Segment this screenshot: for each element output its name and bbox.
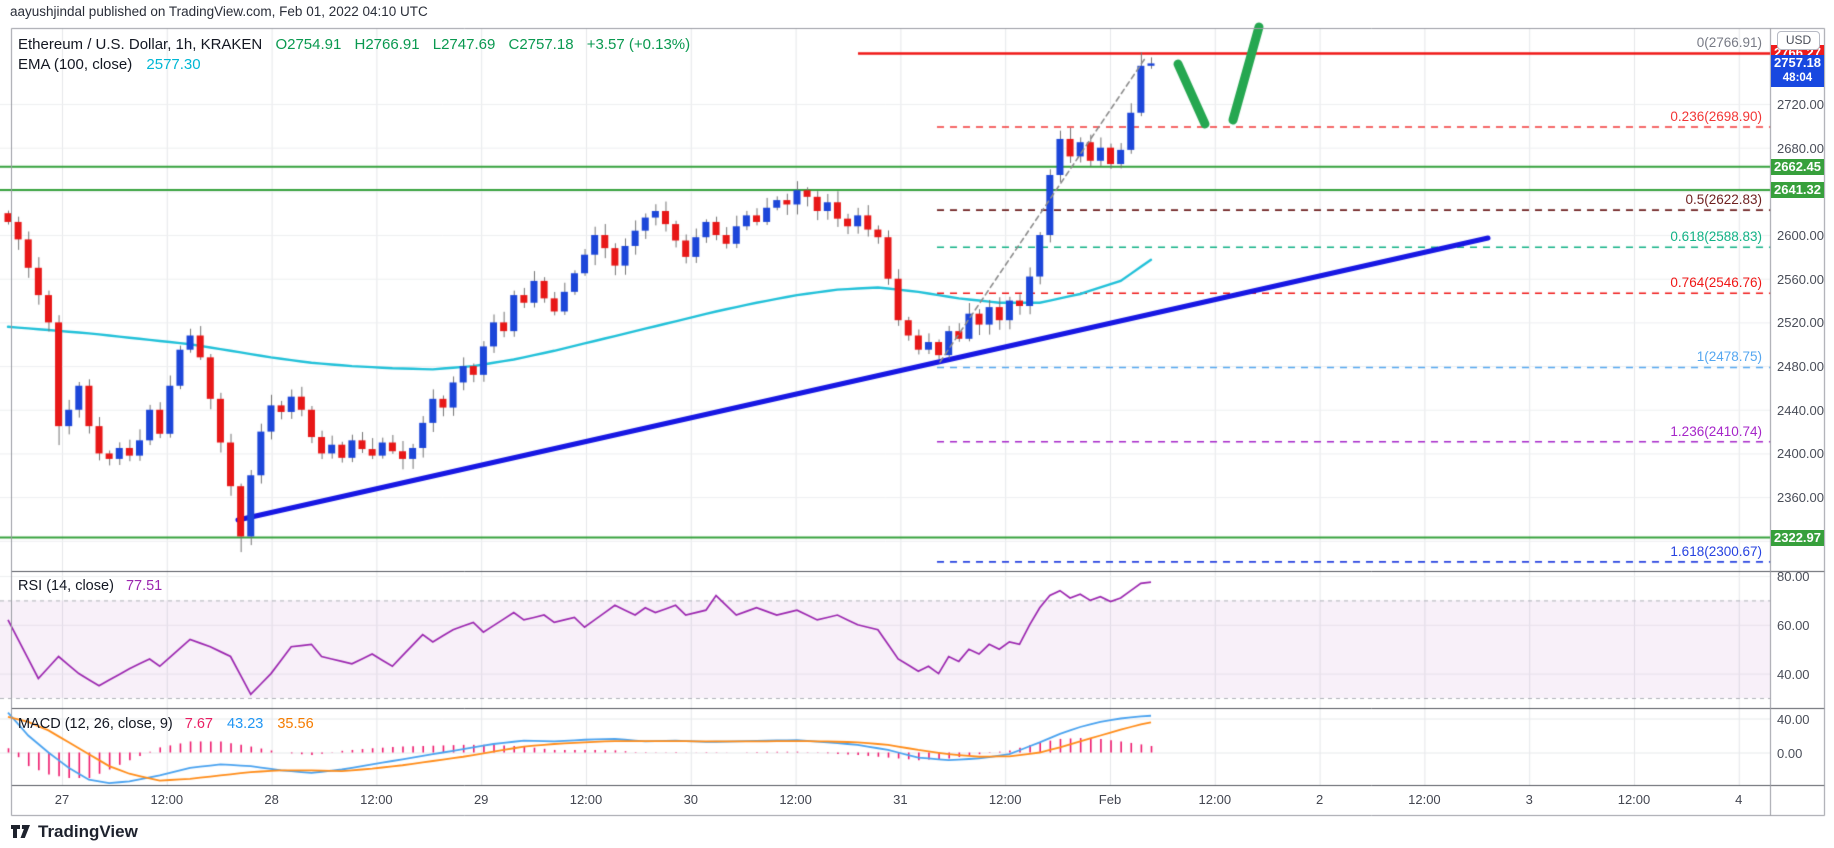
macd-hist-value: 7.67 <box>184 716 213 732</box>
tradingview-logo-icon <box>11 825 30 838</box>
publish-attribution: aayushjindal published on TradingView.co… <box>10 4 428 19</box>
time-tick-label: 12:00 <box>779 792 812 807</box>
price-chip: 2322.97 <box>1771 529 1824 546</box>
ohlc-close: C2757.18 <box>508 36 574 53</box>
price-tick-label: 2720.00 <box>1777 97 1824 112</box>
time-tick-label: 12:00 <box>1408 792 1441 807</box>
fib-level-label: 0.764(2546.76) <box>1670 275 1762 291</box>
macd-line-value: 43.23 <box>227 716 264 732</box>
price-change: +3.57 (+0.13%) <box>586 36 691 53</box>
rsi-tick-label: 60.00 <box>1777 617 1810 633</box>
time-tick-label: 12:00 <box>360 792 393 807</box>
fib-level-label: 1.618(2300.67) <box>1670 543 1762 559</box>
price-tick-label: 2520.00 <box>1777 315 1824 331</box>
ema-label: EMA (100, close) <box>18 56 133 73</box>
ema-legend[interactable]: EMA (100, close) 2577.30 <box>18 56 201 73</box>
rsi-tick-label: 80.00 <box>1777 569 1810 584</box>
macd-label: MACD (12, 26, close, 9) <box>18 716 173 732</box>
time-tick-label: 4 <box>1735 792 1743 807</box>
price-chip: 2641.32 <box>1771 181 1824 198</box>
price-chip: 2662.45 <box>1771 158 1824 175</box>
tradingview-brand-text: TradingView <box>38 821 138 841</box>
price-tick-label: 2560.00 <box>1777 271 1824 287</box>
time-tick-label: Feb <box>1098 792 1122 807</box>
fib-level-label: 0.618(2588.83) <box>1670 229 1762 245</box>
ohlc-high: H2766.91 <box>354 36 420 53</box>
ohlc-open: O2754.91 <box>275 36 342 53</box>
time-tick-label: 28 <box>264 792 279 807</box>
price-tick-label: 2360.00 <box>1777 490 1824 506</box>
macd-legend[interactable]: MACD (12, 26, close, 9) 7.67 43.23 35.56 <box>18 716 314 732</box>
fib-level-label: 0.5(2622.83) <box>1685 192 1762 208</box>
currency-badge: USD <box>1777 31 1820 50</box>
ema-value: 2577.30 <box>146 56 201 73</box>
time-tick-label: 12:00 <box>569 792 603 807</box>
time-tick-label: 12:00 <box>150 792 184 807</box>
price-tick-label: 2400.00 <box>1777 446 1824 462</box>
price-chip: 2757.18 48:04 <box>1771 55 1824 88</box>
rsi-legend[interactable]: RSI (14, close) 77.51 <box>18 578 162 594</box>
time-tick-label: 12:00 <box>988 792 1022 807</box>
time-tick-label: 31 <box>893 792 908 807</box>
fib-level-label: 0.236(2698.90) <box>1670 109 1762 125</box>
macd-tick-label: 0.00 <box>1777 745 1803 761</box>
time-tick-label: 3 <box>1525 792 1533 807</box>
rsi-value: 77.51 <box>125 578 163 594</box>
time-tick-label: 12:00 <box>1198 792 1232 807</box>
macd-signal-value: 35.56 <box>277 716 314 732</box>
time-tick-label: 30 <box>683 792 699 807</box>
fib-level-label: 1.236(2410.74) <box>1670 423 1762 439</box>
time-tick-label: 2 <box>1315 792 1324 807</box>
symbol-legend[interactable]: Ethereum / U.S. Dollar, 1h, KRAKEN O2754… <box>18 36 690 53</box>
time-tick-label: 29 <box>473 792 489 807</box>
time-tick-label: 27 <box>54 792 70 807</box>
fib-level-label: 0(2766.91) <box>1696 34 1762 50</box>
tradingview-brand[interactable]: TradingView <box>10 821 138 842</box>
rsi-tick-label: 40.00 <box>1777 666 1810 682</box>
symbol-title: Ethereum / U.S. Dollar, 1h, KRAKEN <box>18 36 263 53</box>
time-tick-label: 12:00 <box>1617 792 1651 807</box>
price-tick-label: 2680.00 <box>1777 140 1824 156</box>
fib-level-label: 1(2478.75) <box>1696 349 1762 365</box>
price-tick-label: 2440.00 <box>1777 402 1824 418</box>
ohlc-low: L2747.69 <box>432 36 496 53</box>
price-tick-label: 2480.00 <box>1777 359 1824 375</box>
macd-tick-label: 40.00 <box>1777 711 1810 727</box>
rsi-label: RSI (14, close) <box>18 578 114 594</box>
price-tick-label: 2600.00 <box>1777 228 1824 244</box>
countdown-label: 48:04 <box>1782 72 1813 85</box>
